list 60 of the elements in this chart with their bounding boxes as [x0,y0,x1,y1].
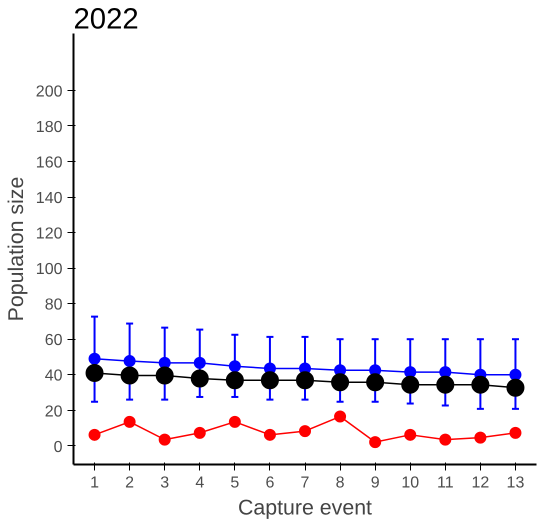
point [439,434,452,446]
x-tick-label: 6 [265,474,274,492]
point [404,366,416,378]
y-axis-title: Population size [4,176,28,322]
point [331,373,350,392]
point [194,426,206,439]
point [228,416,241,428]
point [226,371,244,390]
point [401,376,420,394]
x-tick-label: 4 [195,474,204,492]
x-tick-label: 2 [125,474,134,492]
point [439,366,452,378]
point [296,371,314,390]
point [509,426,522,439]
y-tick-label: 180 [36,118,63,136]
point [124,416,136,428]
y-tick-label: 0 [54,438,63,456]
point [156,366,174,384]
x-axis-title: Capture event [238,496,372,520]
y-tick-label: 40 [44,368,63,385]
point [369,436,382,448]
point [88,352,101,365]
point [124,355,136,368]
x-tick-label: 9 [370,474,380,492]
chart-title: 2022 [74,2,139,36]
x-tick-label: 13 [506,474,524,492]
y-tick-label: 200 [36,83,63,100]
x-tick-label: 12 [471,474,490,492]
point [120,366,139,384]
x-tick-label: 5 [230,474,240,492]
y-tick-label: 60 [44,332,63,350]
x-tick-label: 7 [300,474,310,492]
point [228,360,241,372]
point [86,364,104,382]
y-tick-label: 120 [36,226,63,243]
point [334,410,346,422]
point [509,368,522,381]
y-tick-label: 140 [36,190,63,208]
y-tick-label: 80 [44,296,63,314]
point [190,369,209,388]
point [474,432,486,444]
point [264,428,276,441]
point [88,428,101,441]
x-tick-label: 1 [90,474,100,492]
y-tick-label: 100 [36,261,63,278]
point [260,371,279,390]
y-tick-label: 20 [44,403,63,420]
point [299,425,311,438]
point [158,434,171,446]
point [506,378,524,397]
point [194,356,206,369]
x-tick-label: 11 [437,474,454,492]
point [366,373,384,392]
point [471,376,490,394]
y-tick-label: 160 [36,154,63,172]
point [404,428,416,441]
point [436,376,454,394]
x-tick-label: 3 [160,474,170,492]
x-tick-label: 8 [336,474,345,492]
x-tick-label: 10 [401,474,420,492]
